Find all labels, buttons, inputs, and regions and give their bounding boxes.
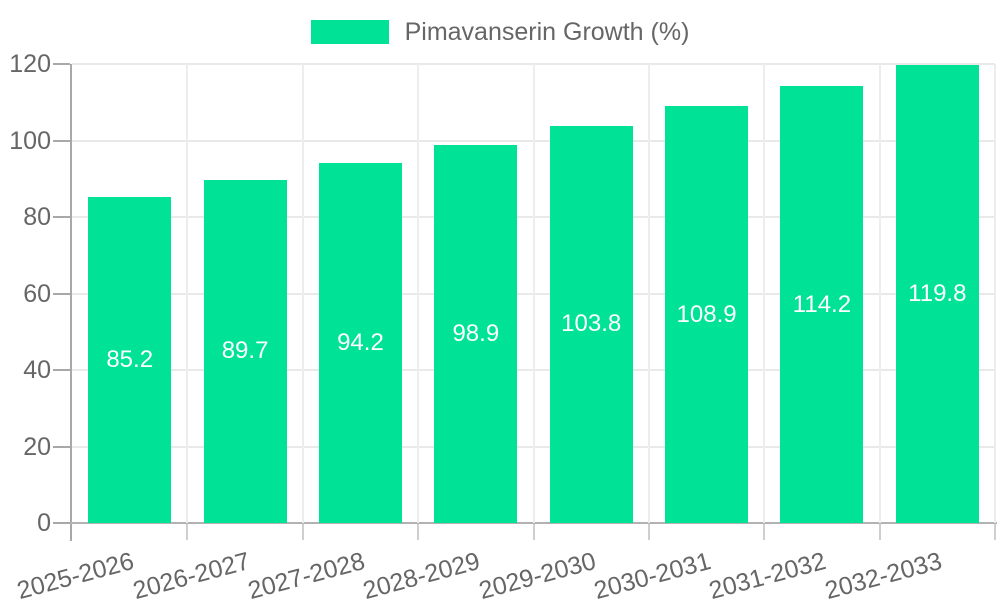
gridline <box>878 64 881 523</box>
y-axis-tick-label: 60 <box>23 279 51 308</box>
y-axis-tick-label: 40 <box>23 356 51 384</box>
y-tick-mark <box>53 216 70 218</box>
gridline <box>647 64 650 523</box>
gridline <box>763 64 766 523</box>
bar-value-label: 85.2 <box>106 346 154 374</box>
bar[interactable]: 94.2 <box>318 162 402 523</box>
bar-value-label: 94.2 <box>337 328 384 356</box>
x-axis-tick-label-text: 2032-2033 <box>821 547 945 600</box>
x-axis-tick-label-text: 2028-2029 <box>360 547 484 600</box>
gridline <box>301 64 304 523</box>
bar[interactable]: 98.9 <box>434 144 518 523</box>
x-tick-mark <box>994 524 996 540</box>
bar[interactable]: 85.2 <box>88 197 172 523</box>
x-tick-mark <box>301 524 304 540</box>
bar[interactable]: 89.7 <box>203 179 287 523</box>
x-axis-tick-label-text: 2027-2028 <box>244 547 368 600</box>
x-axis-line <box>70 522 997 524</box>
y-tick-mark <box>53 522 70 524</box>
y-tick-mark <box>53 369 70 371</box>
x-axis-tick-label-text: 2025-2026 <box>14 547 137 600</box>
y-tick-mark <box>53 292 70 295</box>
y-tick-mark <box>53 63 70 65</box>
gridline <box>994 64 996 523</box>
x-tick-mark <box>186 524 189 540</box>
bar[interactable]: 103.8 <box>549 125 633 523</box>
x-tick-mark <box>763 524 766 540</box>
y-axis-tick-label: 0 <box>37 509 51 537</box>
bar-value-label: 114.2 <box>792 290 852 318</box>
bar[interactable]: 119.8 <box>895 64 979 523</box>
legend-swatch-icon <box>310 20 389 44</box>
gridline <box>417 64 420 523</box>
y-axis-tick-label: 80 <box>23 203 51 231</box>
x-tick-mark <box>532 524 535 540</box>
x-tick-mark <box>878 524 881 540</box>
y-axis-tick-label: 100 <box>9 126 51 155</box>
legend[interactable]: Pimavanserin Growth (%) <box>0 12 1000 52</box>
x-axis-tick-label-text: 2030-2031 <box>591 547 714 600</box>
gridline <box>186 64 189 523</box>
x-tick-mark <box>417 524 420 540</box>
x-axis-tick-label-text: 2026-2027 <box>129 547 253 600</box>
bar-value-label: 89.7 <box>221 337 269 365</box>
x-axis-tick-label-text: 2031-2032 <box>706 547 830 600</box>
y-tick-mark <box>53 445 70 448</box>
bar[interactable]: 114.2 <box>780 86 864 523</box>
y-axis-line <box>70 64 72 541</box>
bar-value-label: 98.9 <box>452 319 500 347</box>
gridline <box>532 64 535 523</box>
bar-value-label: 103.8 <box>561 310 622 338</box>
bar-value-label: 119.8 <box>908 279 967 307</box>
y-axis-tick-label: 120 <box>9 50 51 78</box>
y-tick-mark <box>53 139 70 142</box>
bar[interactable]: 108.9 <box>665 106 749 523</box>
plot-area: 85.2 89.7 94.2 98.9 103.8 108.9 114.2 119.8 0 20… <box>9 50 997 600</box>
y-axis-tick-label: 20 <box>23 432 51 461</box>
bar-value-label: 108.9 <box>676 300 737 328</box>
x-tick-mark <box>647 524 650 540</box>
legend-label: Pimavanserin Growth (%) <box>404 17 690 46</box>
x-axis-tick-label-text: 2029-2030 <box>475 547 599 600</box>
